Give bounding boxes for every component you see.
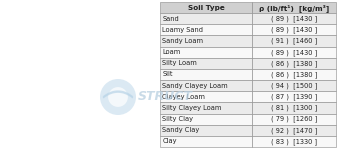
Bar	[252, 91, 336, 102]
Bar	[160, 47, 252, 58]
Bar	[160, 58, 252, 69]
Text: ( 86 )  [1380 ]: ( 86 ) [1380 ]	[271, 60, 317, 67]
Circle shape	[108, 87, 128, 107]
Bar	[252, 35, 336, 47]
Text: Silty Clayey Loam: Silty Clayey Loam	[163, 105, 222, 111]
Bar	[252, 80, 336, 91]
Text: ( 89 )  [1430 ]: ( 89 ) [1430 ]	[271, 15, 317, 22]
Bar	[252, 13, 336, 24]
Bar	[160, 69, 252, 80]
Bar	[160, 102, 252, 114]
Text: Clay: Clay	[163, 138, 177, 144]
Text: Soil Type: Soil Type	[188, 5, 224, 11]
Text: ( 92 )  [1470 ]: ( 92 ) [1470 ]	[271, 127, 317, 134]
Text: ( 89 )  [1430 ]: ( 89 ) [1430 ]	[271, 27, 317, 33]
Bar	[160, 24, 252, 35]
Bar	[252, 47, 336, 58]
Circle shape	[100, 79, 136, 115]
Bar	[160, 136, 252, 147]
Bar	[160, 91, 252, 102]
Text: ( 94 )  [1500 ]: ( 94 ) [1500 ]	[271, 82, 317, 89]
Text: Sandy Clay: Sandy Clay	[163, 127, 200, 133]
Text: Sandy Clayey Loam: Sandy Clayey Loam	[163, 83, 228, 89]
Text: ρ (lb/ft¹)  [kg/m³]: ρ (lb/ft¹) [kg/m³]	[259, 4, 329, 11]
Text: ( 91 )  [1460 ]: ( 91 ) [1460 ]	[271, 38, 317, 44]
Text: ( 89 )  [1430 ]: ( 89 ) [1430 ]	[271, 49, 317, 56]
Text: Silty Clay: Silty Clay	[163, 116, 193, 122]
Bar	[252, 136, 336, 147]
Text: Loamy Sand: Loamy Sand	[163, 27, 203, 33]
Bar	[252, 125, 336, 136]
Bar	[160, 114, 252, 125]
Bar	[160, 2, 252, 13]
Bar	[160, 125, 252, 136]
Text: Clayey Loam: Clayey Loam	[163, 94, 206, 100]
Text: ( 79 )  [1260 ]: ( 79 ) [1260 ]	[271, 116, 317, 122]
Bar	[252, 58, 336, 69]
Text: ( 87 )  [1390 ]: ( 87 ) [1390 ]	[271, 93, 317, 100]
Bar	[160, 13, 252, 24]
Bar	[252, 102, 336, 114]
Text: Sandy Loam: Sandy Loam	[163, 38, 203, 44]
Text: Sand: Sand	[163, 16, 179, 22]
Bar	[160, 35, 252, 47]
Text: Silty Loam: Silty Loam	[163, 60, 197, 66]
Bar	[252, 24, 336, 35]
Text: Silt: Silt	[163, 72, 173, 77]
Text: STRUCT: STRUCT	[138, 90, 193, 104]
Bar	[160, 80, 252, 91]
Bar	[252, 2, 336, 13]
Text: ( 86 )  [1380 ]: ( 86 ) [1380 ]	[271, 71, 317, 78]
Text: ( 81 )  [1300 ]: ( 81 ) [1300 ]	[271, 105, 317, 111]
Text: ( 83 )  [1330 ]: ( 83 ) [1330 ]	[271, 138, 317, 145]
Bar	[252, 69, 336, 80]
Bar	[252, 114, 336, 125]
Text: Loam: Loam	[163, 49, 181, 55]
